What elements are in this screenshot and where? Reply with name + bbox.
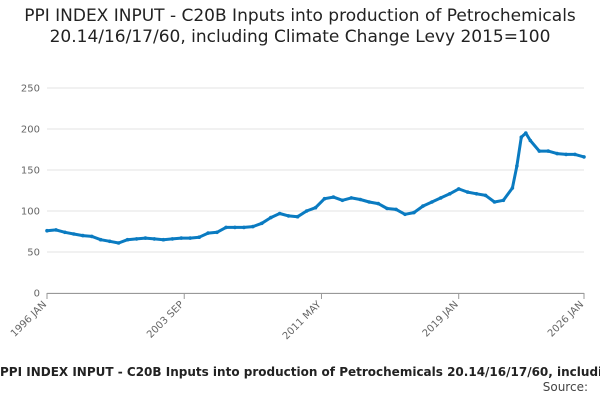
data-point[interactable] — [555, 151, 559, 156]
y-tick-label: 50 — [27, 248, 40, 259]
y-tick-label: 100 — [21, 207, 40, 218]
data-point[interactable] — [251, 224, 255, 229]
data-point[interactable] — [546, 149, 550, 153]
data-point[interactable] — [179, 236, 184, 240]
source-label: Source: — [542, 380, 588, 394]
data-point[interactable] — [197, 235, 201, 239]
data-point[interactable] — [134, 237, 139, 241]
data-point[interactable] — [349, 196, 354, 200]
legend: PPI INDEX INPUT - C20B Inputs into produ… — [0, 361, 600, 379]
data-point[interactable] — [573, 152, 577, 157]
y-tick-label: 200 — [21, 125, 40, 136]
series-layer — [45, 131, 586, 245]
y-tick-label: 250 — [21, 84, 40, 95]
data-point[interactable] — [448, 192, 452, 196]
data-point[interactable] — [107, 239, 112, 244]
data-point[interactable] — [125, 237, 130, 242]
data-point[interactable] — [465, 190, 470, 194]
data-point[interactable] — [519, 135, 524, 139]
data-point[interactable] — [474, 192, 479, 196]
data-point[interactable] — [331, 195, 336, 199]
data-point[interactable] — [98, 237, 103, 242]
data-point[interactable] — [304, 209, 309, 213]
y-tick-label: 150 — [21, 166, 40, 177]
data-point[interactable] — [340, 198, 345, 203]
data-point[interactable] — [394, 207, 398, 212]
data-point[interactable] — [582, 155, 586, 159]
data-point[interactable] — [188, 236, 192, 240]
data-point[interactable] — [421, 204, 425, 208]
data-point[interactable] — [456, 187, 461, 191]
data-point[interactable] — [430, 200, 434, 204]
data-point[interactable] — [54, 228, 58, 232]
data-point[interactable] — [206, 231, 210, 235]
data-point[interactable] — [358, 197, 363, 202]
y-tick-label: 0 — [34, 289, 40, 300]
data-point[interactable] — [483, 193, 488, 198]
data-point[interactable] — [277, 211, 282, 216]
data-point[interactable] — [564, 152, 568, 157]
data-point[interactable] — [376, 201, 381, 206]
data-point[interactable] — [269, 215, 273, 220]
data-point[interactable] — [515, 164, 519, 168]
data-point[interactable] — [524, 131, 528, 135]
data-point[interactable] — [143, 236, 148, 240]
data-point[interactable] — [170, 237, 175, 241]
data-point[interactable] — [90, 234, 94, 239]
data-point[interactable] — [286, 214, 291, 218]
axes: 0 50 100 150 200 250 1996 JAN 2003 SEP 2011 MAY 2… — [9, 84, 586, 343]
legend-series-label: PPI INDEX INPUT - C20B Inputs into produ… — [0, 365, 600, 379]
data-point[interactable] — [510, 186, 515, 190]
x-tick-label: 1996 JAN — [9, 299, 49, 339]
gridlines — [47, 87, 584, 294]
data-point[interactable] — [116, 241, 121, 245]
data-point[interactable] — [501, 198, 506, 203]
data-point[interactable] — [215, 230, 219, 235]
x-tick-label: 2003 SEP — [145, 299, 186, 340]
data-point[interactable] — [403, 212, 407, 217]
data-point[interactable] — [322, 196, 327, 201]
data-point[interactable] — [81, 233, 85, 238]
data-point[interactable] — [45, 228, 49, 233]
data-point[interactable] — [161, 237, 166, 242]
data-point[interactable] — [152, 237, 157, 241]
data-point[interactable] — [224, 225, 228, 230]
data-point[interactable] — [63, 230, 67, 235]
data-point[interactable] — [313, 205, 318, 210]
data-point[interactable] — [367, 200, 372, 204]
x-tick-label: 2026 JAN — [546, 299, 586, 339]
x-tick-label: 2019 JAN — [421, 299, 461, 339]
data-point[interactable] — [233, 225, 237, 230]
data-point[interactable] — [537, 149, 542, 153]
data-point[interactable] — [412, 210, 416, 215]
chart-title: PPI INDEX INPUT - C20B Inputs into produ… — [24, 6, 576, 47]
data-point[interactable] — [528, 138, 533, 143]
data-point[interactable] — [260, 221, 264, 226]
data-point[interactable] — [492, 200, 497, 204]
series-line — [45, 131, 586, 245]
x-tick-label: 2011 MAY — [281, 299, 324, 342]
data-point[interactable] — [242, 225, 246, 230]
data-point[interactable] — [385, 206, 389, 211]
data-point[interactable] — [439, 196, 443, 200]
data-point[interactable] — [72, 232, 76, 236]
data-point[interactable] — [295, 214, 300, 219]
